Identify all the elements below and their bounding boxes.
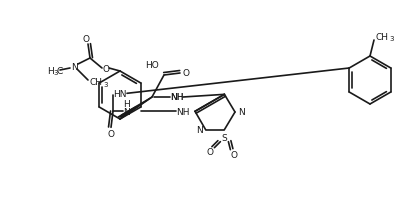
Text: O: O xyxy=(231,150,238,159)
Text: N: N xyxy=(196,126,203,134)
Text: 3: 3 xyxy=(104,82,108,88)
Text: O: O xyxy=(183,69,190,78)
Text: O: O xyxy=(107,129,114,138)
Text: HO: HO xyxy=(145,61,159,70)
Text: H: H xyxy=(123,99,129,108)
Text: N: N xyxy=(123,107,129,116)
Text: C: C xyxy=(57,66,63,75)
Text: O: O xyxy=(82,34,89,43)
Text: H: H xyxy=(47,66,53,75)
Text: CH: CH xyxy=(376,32,389,41)
Text: N: N xyxy=(71,62,77,71)
Text: CH: CH xyxy=(89,78,102,87)
Text: O: O xyxy=(207,147,214,156)
Text: S: S xyxy=(221,133,227,142)
Text: NH: NH xyxy=(170,93,184,102)
Text: NH: NH xyxy=(176,107,190,116)
Text: 3: 3 xyxy=(390,36,394,42)
Text: N: N xyxy=(238,108,244,117)
Text: 3: 3 xyxy=(54,70,58,76)
Text: NH: NH xyxy=(170,93,184,102)
Polygon shape xyxy=(118,98,152,117)
Text: HN: HN xyxy=(113,89,127,98)
Text: O: O xyxy=(102,64,109,73)
